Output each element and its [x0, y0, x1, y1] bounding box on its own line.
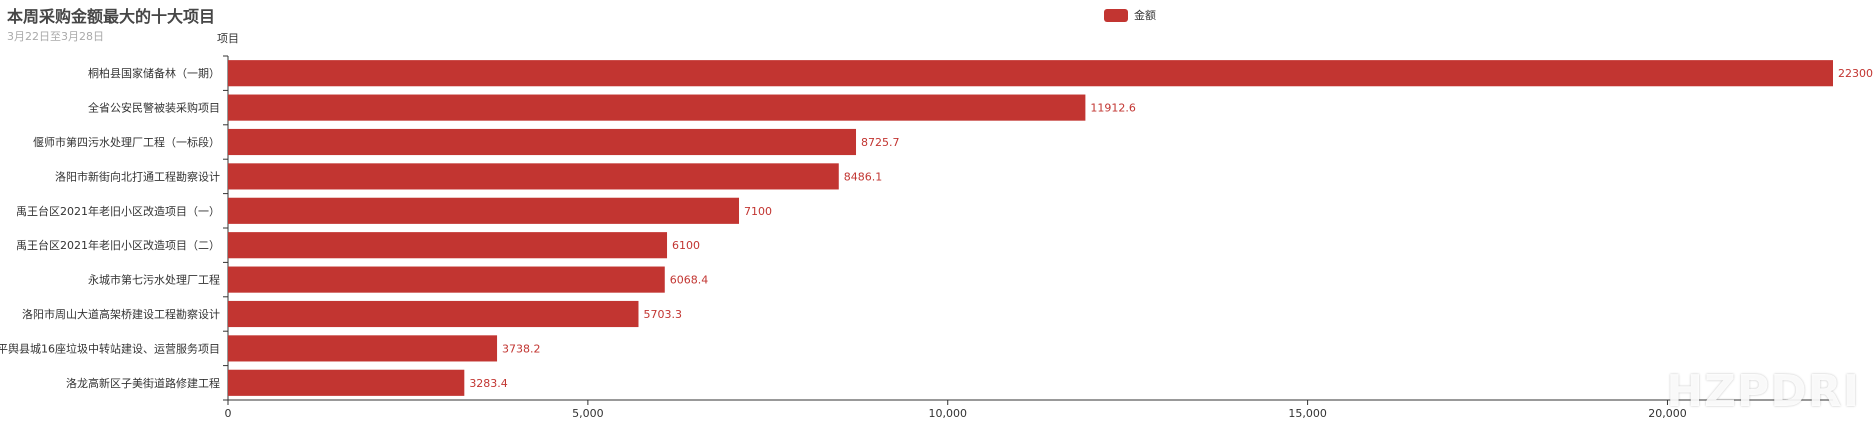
x-tick-label: 10,000 [928, 407, 967, 420]
bar[interactable] [228, 94, 1086, 121]
data-label: 5703.3 [643, 308, 682, 321]
legend[interactable]: 金额 [1104, 7, 1156, 23]
y-tick-label: 平舆县城16座垃圾中转站建设、运营服务项目 [0, 341, 220, 355]
y-tick-label: 偃师市第四污水处理厂工程（一标段） [33, 135, 220, 149]
x-tick-label: 0 [225, 407, 232, 420]
data-label: 6100 [672, 239, 700, 252]
legend-swatch [1104, 8, 1128, 22]
bar[interactable] [228, 163, 839, 190]
x-tick-label: 15,000 [1288, 407, 1327, 420]
data-label: 8725.7 [861, 136, 900, 149]
chart-title: 本周采购金额最大的十大项目 [7, 7, 216, 26]
bar[interactable] [228, 60, 1833, 87]
bar[interactable] [228, 197, 740, 224]
bar[interactable] [228, 300, 639, 328]
y-tick-label: 洛龙高新区子美街道路修建工程 [66, 376, 220, 390]
y-axis-label: 项目 [217, 32, 239, 45]
bar[interactable] [228, 266, 665, 293]
bar[interactable] [228, 128, 857, 156]
bar[interactable] [228, 232, 668, 259]
y-tick-label: 桐柏县国家储备林（一期） [88, 66, 220, 80]
watermark-logo: HZPDRI [1666, 366, 1860, 417]
y-tick-label: 洛阳市新街向北打通工程勘察设计 [55, 169, 220, 183]
data-label: 8486.1 [844, 170, 883, 183]
y-tick-label: 全省公安民警被装采购项目 [88, 101, 220, 115]
bar[interactable] [228, 335, 498, 362]
data-label: 11912.6 [1090, 102, 1136, 115]
y-tick-label: 永城市第七污水处理厂工程 [88, 273, 220, 287]
data-label: 3738.2 [502, 342, 540, 355]
y-tick-label: 禹王台区2021年老旧小区改造项目（二） [16, 238, 220, 252]
x-tick-label: 20,000 [1648, 407, 1687, 420]
data-label: 22300 [1838, 67, 1873, 80]
y-tick-label: 禹王台区2021年老旧小区改造项目（一） [16, 204, 220, 218]
chart-subtitle: 3月22日至3月28日 [7, 30, 104, 43]
legend-label: 金额 [1134, 9, 1156, 22]
data-label: 7100 [744, 205, 772, 218]
y-tick-label: 洛阳市周山大道高架桥建设工程勘察设计 [22, 307, 220, 321]
data-label: 6068.4 [670, 274, 709, 287]
bar[interactable] [228, 369, 465, 396]
x-tick-label: 5,000 [572, 407, 604, 420]
data-label: 3283.4 [469, 377, 508, 390]
